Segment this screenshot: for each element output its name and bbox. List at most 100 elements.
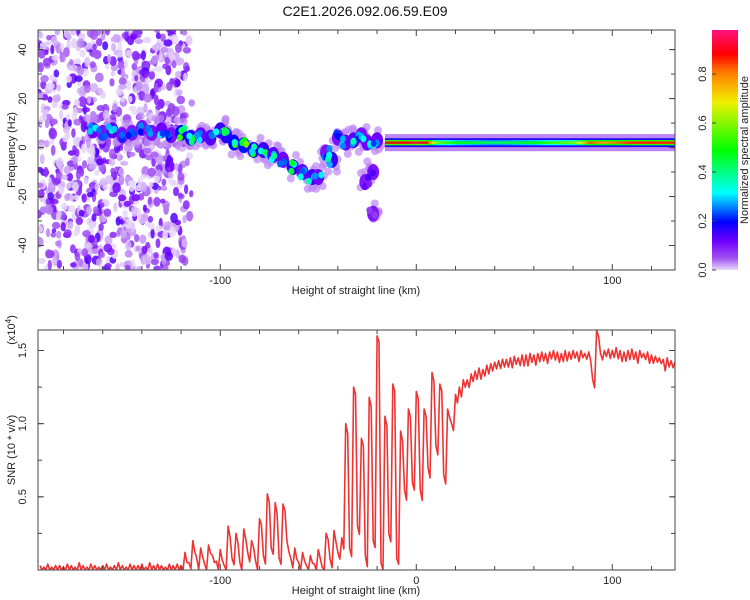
noise-blob <box>78 96 87 108</box>
noise-blob <box>56 84 62 92</box>
noise-blob <box>127 95 133 103</box>
colorbar-tick-label: 0.4 <box>697 164 709 179</box>
band-core <box>484 141 488 144</box>
noise-blob <box>50 144 56 156</box>
noise-blob <box>175 249 180 259</box>
noise-blob <box>84 56 91 68</box>
spectrogram-xlabel: Height of straight line (km) <box>292 285 420 297</box>
ridge-point <box>243 140 250 148</box>
ridge-haze <box>348 126 357 135</box>
band-core <box>494 141 498 144</box>
band-core <box>482 141 486 144</box>
noise-blob <box>95 258 101 267</box>
noise-blob <box>72 155 78 165</box>
noise-blob <box>38 236 44 248</box>
ridge-point <box>366 180 373 188</box>
noise-blob <box>40 108 50 115</box>
y-tick-label: 0 <box>17 144 29 150</box>
noise-blob <box>181 30 188 36</box>
band-core <box>567 141 570 144</box>
band-core <box>584 141 588 144</box>
noise-blob <box>155 224 163 232</box>
noise-blob <box>51 221 61 230</box>
noise-blob <box>67 205 76 213</box>
noise-blob <box>147 196 153 206</box>
band-core <box>588 141 592 144</box>
noise-blob <box>84 254 92 265</box>
band-core <box>614 141 617 144</box>
band-core <box>565 141 568 144</box>
band-core <box>504 141 507 144</box>
noise-blob <box>104 175 114 185</box>
band-core <box>645 141 649 144</box>
noise-blob <box>173 186 180 197</box>
colorbar-tick-label: 0.0 <box>697 262 709 277</box>
band-core <box>626 141 629 144</box>
ridge-point <box>87 127 94 135</box>
noise-blob <box>75 216 84 226</box>
noise-blob <box>76 65 84 76</box>
noise-blob <box>160 185 168 191</box>
noise-blob <box>106 255 111 266</box>
noise-blob <box>151 157 156 167</box>
noise-blob <box>94 183 99 191</box>
ridge-haze <box>227 150 236 159</box>
band-core <box>428 141 431 144</box>
band-core <box>633 141 637 144</box>
noise-blob <box>74 75 83 82</box>
noise-blob <box>113 202 118 213</box>
noise-blob <box>60 52 66 63</box>
band-core <box>520 141 523 144</box>
snr-ticks: -100 0 100 0.5 1.0 1.5 <box>17 330 675 587</box>
ridge-point <box>248 148 255 156</box>
ridge-point <box>105 123 112 131</box>
band-core <box>594 141 598 144</box>
band-core <box>559 141 562 144</box>
band-core <box>649 141 652 144</box>
snr-plot: -100 0 100 0.5 1.0 1.5 Height of straight lin… <box>4 315 676 597</box>
band-core <box>655 141 658 144</box>
noise-blob <box>123 59 128 70</box>
noise-blob <box>67 150 76 156</box>
noise-blob <box>71 38 77 49</box>
band-core <box>424 141 427 144</box>
band-core <box>473 141 476 144</box>
noise-blob <box>174 71 182 78</box>
band-core <box>549 141 553 144</box>
noise-blob <box>64 193 71 202</box>
ridge-point <box>231 139 238 147</box>
noise-blob <box>89 61 96 69</box>
noise-blob <box>69 59 74 65</box>
noise-blob <box>155 104 162 111</box>
ridge-haze <box>291 151 300 160</box>
band-core <box>531 141 535 144</box>
noise-blob <box>89 51 97 58</box>
noise-blob <box>89 82 99 93</box>
band-core <box>535 141 539 144</box>
noise-blob <box>78 259 84 268</box>
colorbar-tick-label: 0.8 <box>697 66 709 81</box>
ridge-point <box>159 129 166 137</box>
ridge-point <box>312 172 319 180</box>
ridge-point <box>326 151 333 159</box>
ridge-point <box>326 144 333 152</box>
noise-blob <box>153 252 159 259</box>
noise-blob <box>109 78 115 87</box>
noise-blob <box>124 141 134 153</box>
band-core <box>445 141 449 144</box>
noise-blob <box>131 62 138 71</box>
band-core <box>580 141 584 144</box>
noise-blob <box>92 43 97 51</box>
ridge-haze <box>132 140 141 149</box>
noise-blob <box>61 174 68 181</box>
noise-blob <box>74 148 80 158</box>
ridge-point <box>271 152 278 160</box>
ridge-point <box>193 131 200 139</box>
noise-blob <box>44 119 50 129</box>
ridge-point <box>137 122 144 130</box>
band-core <box>596 141 600 144</box>
noise-blob <box>86 191 94 198</box>
noise-blob <box>150 227 155 239</box>
noise-blob <box>108 148 117 160</box>
ridge-point <box>144 124 151 132</box>
